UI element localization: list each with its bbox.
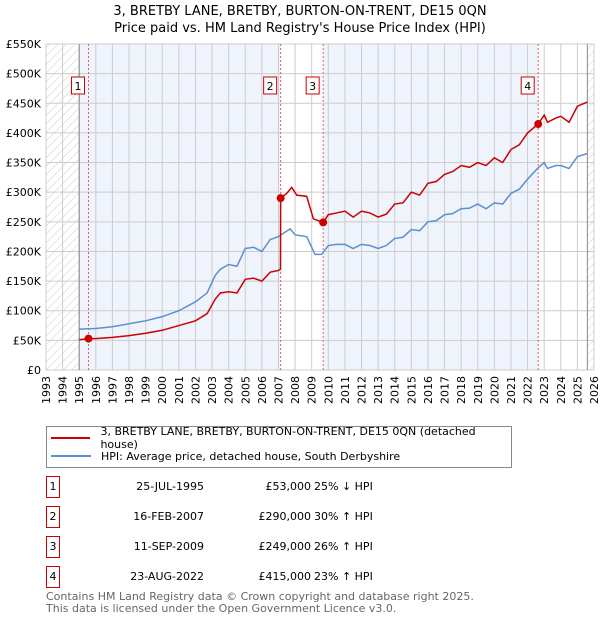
transaction-row: 1 25-JUL-1995 £53,000 25% ↓ HPI xyxy=(46,476,446,498)
transaction-price: £249,000 xyxy=(258,540,312,553)
transaction-row: 2 16-FEB-2007 £290,000 30% ↑ HPI xyxy=(46,506,446,528)
transaction-date: 23-AUG-2022 xyxy=(130,570,204,583)
x-tick-label: 2005 xyxy=(239,376,252,404)
transaction-date: 25-JUL-1995 xyxy=(136,480,204,493)
sale-label: 3 xyxy=(309,80,316,93)
ownership-shade xyxy=(79,44,281,370)
sale-label: 4 xyxy=(524,80,531,93)
transaction-price: £53,000 xyxy=(265,480,312,493)
x-tick-label: 1996 xyxy=(90,376,103,404)
sale-point xyxy=(84,334,93,343)
y-tick-label: £450K xyxy=(6,97,42,110)
transaction-row: 4 23-AUG-2022 £415,000 23% ↑ HPI xyxy=(46,566,446,588)
x-tick-label: 2002 xyxy=(189,376,202,404)
sale-label-box xyxy=(71,76,86,95)
sale-point xyxy=(534,120,543,129)
transaction-hpi-diff: 30% ↑ HPI xyxy=(314,510,373,523)
legend-item-property: 3, BRETBY LANE, BRETBY, BURTON-ON-TRENT,… xyxy=(51,425,511,451)
y-tick-label: £300K xyxy=(6,186,42,199)
x-tick-label: 2009 xyxy=(306,376,319,404)
x-tick-label: 2008 xyxy=(289,376,302,404)
y-tick-label: £0 xyxy=(27,364,41,377)
x-tick-label: 2022 xyxy=(522,376,535,404)
x-tick-label: 2023 xyxy=(538,376,551,404)
transaction-number: 1 xyxy=(46,476,60,498)
legend-item-hpi: HPI: Average price, detached house, Sout… xyxy=(51,448,400,464)
y-tick-label: £100K xyxy=(6,305,42,318)
sale-label-box xyxy=(263,76,278,95)
property-price-line xyxy=(79,101,588,341)
x-tick-label: 1994 xyxy=(57,376,70,404)
x-tick-label: 1997 xyxy=(106,376,119,404)
hatched-area-after xyxy=(587,44,594,370)
transaction-number: 3 xyxy=(46,536,60,558)
transaction-hpi-diff: 23% ↑ HPI xyxy=(314,570,373,583)
x-tick-label: 2026 xyxy=(588,376,600,404)
x-tick-label: 2011 xyxy=(339,376,352,404)
y-tick-label: £350K xyxy=(6,157,42,170)
x-tick-label: 2016 xyxy=(422,376,435,404)
sale-label: 2 xyxy=(267,80,274,93)
chart-title: 3, BRETBY LANE, BRETBY, BURTON-ON-TRENT,… xyxy=(113,4,487,19)
price-chart: 1993 1994 1995 1996 1997 1998 1999 2000 2001 2002… xyxy=(6,38,600,404)
y-tick-label: £50K xyxy=(13,334,42,347)
transaction-row: 3 11-SEP-2009 £249,000 26% ↑ HPI xyxy=(46,536,446,558)
hpi-line xyxy=(79,152,588,330)
x-tick-label: 2020 xyxy=(488,376,501,404)
transaction-price: £290,000 xyxy=(258,510,312,523)
x-tick-label: 2018 xyxy=(455,376,468,404)
legend-swatch-hpi xyxy=(51,455,91,457)
legend-swatch-property xyxy=(51,437,91,439)
x-tick-label: 2012 xyxy=(356,376,369,404)
footer-licence: This data is licensed under the Open Gov… xyxy=(46,602,397,615)
transaction-hpi-diff: 25% ↓ HPI xyxy=(314,480,373,493)
y-tick-label: £400K xyxy=(6,127,42,140)
transaction-number: 4 xyxy=(46,566,60,588)
x-tick-label: 1995 xyxy=(73,376,86,404)
x-tick-label: 2003 xyxy=(206,376,219,404)
x-tick-label: 2013 xyxy=(372,376,385,404)
transaction-hpi-diff: 26% ↑ HPI xyxy=(314,540,373,553)
y-tick-label: £250K xyxy=(6,216,42,229)
x-tick-label: 2025 xyxy=(571,376,584,404)
x-tick-label: 2015 xyxy=(405,376,418,404)
sale-point xyxy=(319,218,328,227)
x-tick-label: 2007 xyxy=(272,376,285,404)
y-tick-label: £500K xyxy=(6,68,42,81)
x-tick-label: 1993 xyxy=(40,376,53,404)
x-tick-label: 2021 xyxy=(505,376,518,404)
legend: 3, BRETBY LANE, BRETBY, BURTON-ON-TRENT,… xyxy=(46,425,512,468)
sale-point xyxy=(276,194,285,203)
transaction-price: £415,000 xyxy=(258,570,312,583)
sale-label: 1 xyxy=(75,80,82,93)
footer-copyright: Contains HM Land Registry data © Crown c… xyxy=(46,590,474,603)
x-tick-label: 1999 xyxy=(140,376,153,404)
x-tick-label: 2000 xyxy=(156,376,169,404)
legend-label-property: 3, BRETBY LANE, BRETBY, BURTON-ON-TRENT,… xyxy=(100,425,476,451)
ownership-shade xyxy=(323,44,539,370)
x-tick-label: 2001 xyxy=(173,376,186,404)
y-tick-label: £550K xyxy=(6,38,42,51)
sale-label-box xyxy=(520,76,535,95)
transaction-date: 16-FEB-2007 xyxy=(133,510,204,523)
x-tick-label: 2017 xyxy=(439,376,452,404)
x-tick-label: 2014 xyxy=(389,376,402,404)
x-tick-label: 1998 xyxy=(123,376,136,404)
y-tick-label: £200K xyxy=(6,245,42,258)
legend-label-hpi: HPI: Average price, detached house, Sout… xyxy=(101,449,401,463)
x-tick-label: 2006 xyxy=(256,376,269,404)
y-tick-label: £150K xyxy=(6,275,42,288)
x-tick-label: 2004 xyxy=(223,376,236,404)
x-tick-label: 2019 xyxy=(472,376,485,404)
x-tick-label: 2010 xyxy=(322,376,335,404)
x-tick-label: 2024 xyxy=(555,376,568,404)
transaction-number: 2 xyxy=(46,506,60,528)
chart-subtitle: Price paid vs. HM Land Registry's House … xyxy=(114,21,486,36)
sale-label-box xyxy=(305,76,320,95)
transaction-date: 11-SEP-2009 xyxy=(133,540,204,553)
